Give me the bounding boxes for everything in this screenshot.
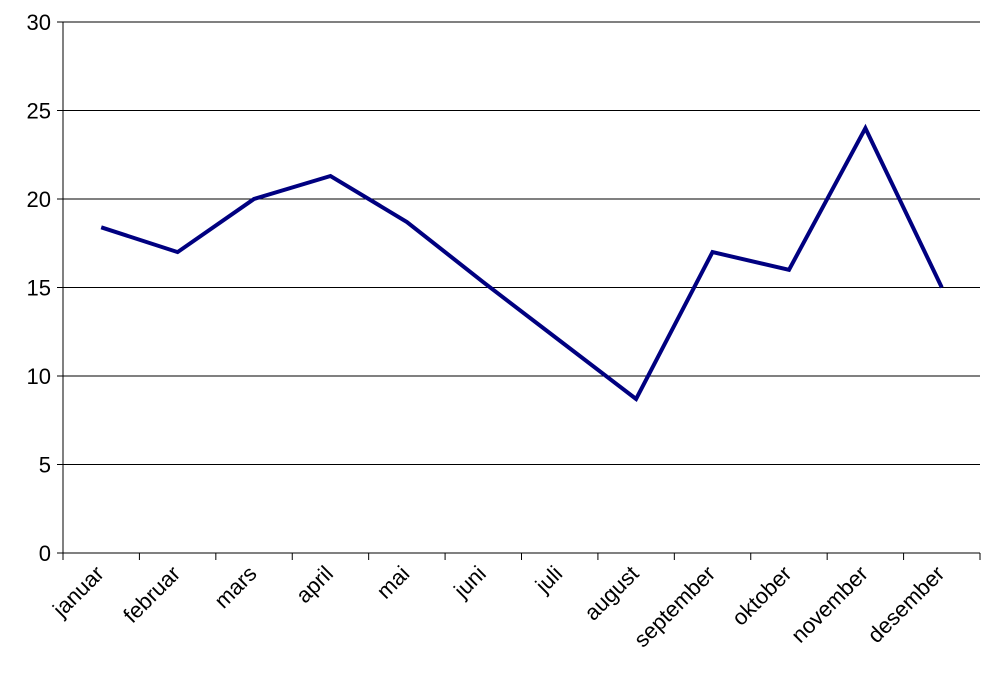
y-tick-label: 5 bbox=[39, 453, 51, 478]
x-tick-label: november bbox=[786, 561, 873, 648]
series-layer bbox=[101, 128, 942, 399]
y-tick-label: 0 bbox=[39, 541, 51, 566]
x-tick-label: februar bbox=[118, 561, 185, 628]
x-tick-label: januar bbox=[47, 561, 109, 623]
x-tick-label: april bbox=[291, 561, 338, 608]
x-tick-label: juni bbox=[448, 561, 491, 604]
series-line bbox=[101, 128, 942, 399]
x-tick-label: september bbox=[629, 561, 720, 652]
x-tick-label: juli bbox=[530, 561, 567, 598]
y-tick-label: 30 bbox=[27, 10, 51, 35]
x-tick-label: mai bbox=[372, 561, 415, 604]
axes bbox=[57, 22, 980, 560]
y-tick-label: 10 bbox=[27, 364, 51, 389]
x-tick-label: mars bbox=[209, 561, 261, 613]
y-tick-label: 20 bbox=[27, 187, 51, 212]
x-tick-label: august bbox=[579, 561, 643, 625]
gridlines bbox=[63, 22, 980, 465]
y-tick-label: 15 bbox=[27, 276, 51, 301]
y-tick-label: 25 bbox=[27, 99, 51, 124]
x-tick-label: oktober bbox=[727, 561, 797, 631]
x-tick-label: desember bbox=[862, 561, 949, 648]
